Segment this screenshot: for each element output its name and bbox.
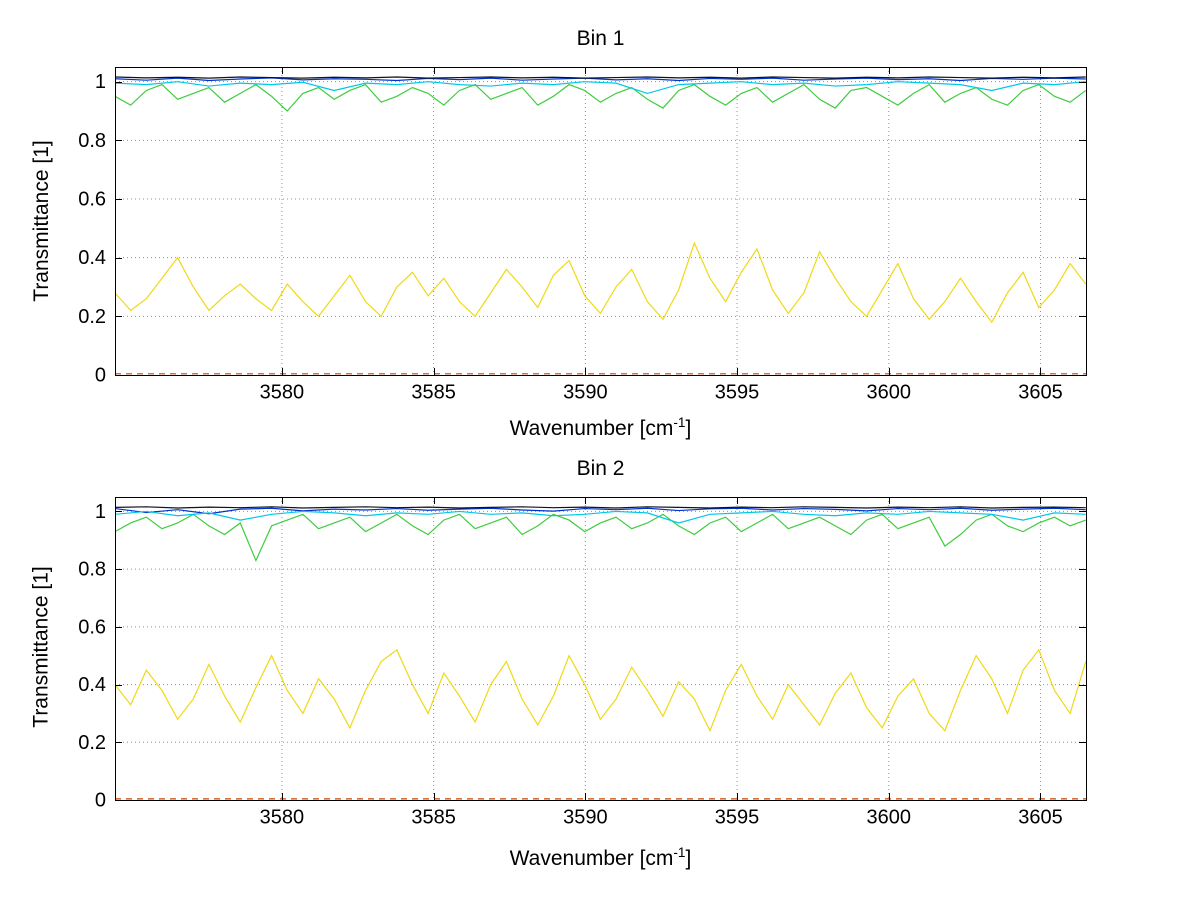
- subplot2-xlabel: Wavenumber [cm-1]: [115, 840, 1086, 872]
- subplot1-title: Bin 1: [576, 27, 625, 50]
- subplot1-xlabel-superscript: -1: [673, 415, 686, 430]
- subplot1-ylabel: Transmittance [1]: [30, 140, 53, 302]
- subplot2-xlabel-superscript: -1: [673, 845, 686, 860]
- subplot1-xlabel-text: Wavenumber [cm: [509, 417, 674, 440]
- subplot2-xlabel-text: Wavenumber [cm: [509, 847, 674, 870]
- subplot2-title: Bin 2: [576, 457, 625, 480]
- subplot2-xlabel-close-bracket: ]: [685, 847, 692, 870]
- subplot2-ylabel: Transmittance [1]: [29, 566, 53, 728]
- subplot1-xlabel: Wavenumber [cm-1]: [115, 410, 1086, 442]
- subplot1-xlabel-close-bracket: ]: [685, 417, 692, 440]
